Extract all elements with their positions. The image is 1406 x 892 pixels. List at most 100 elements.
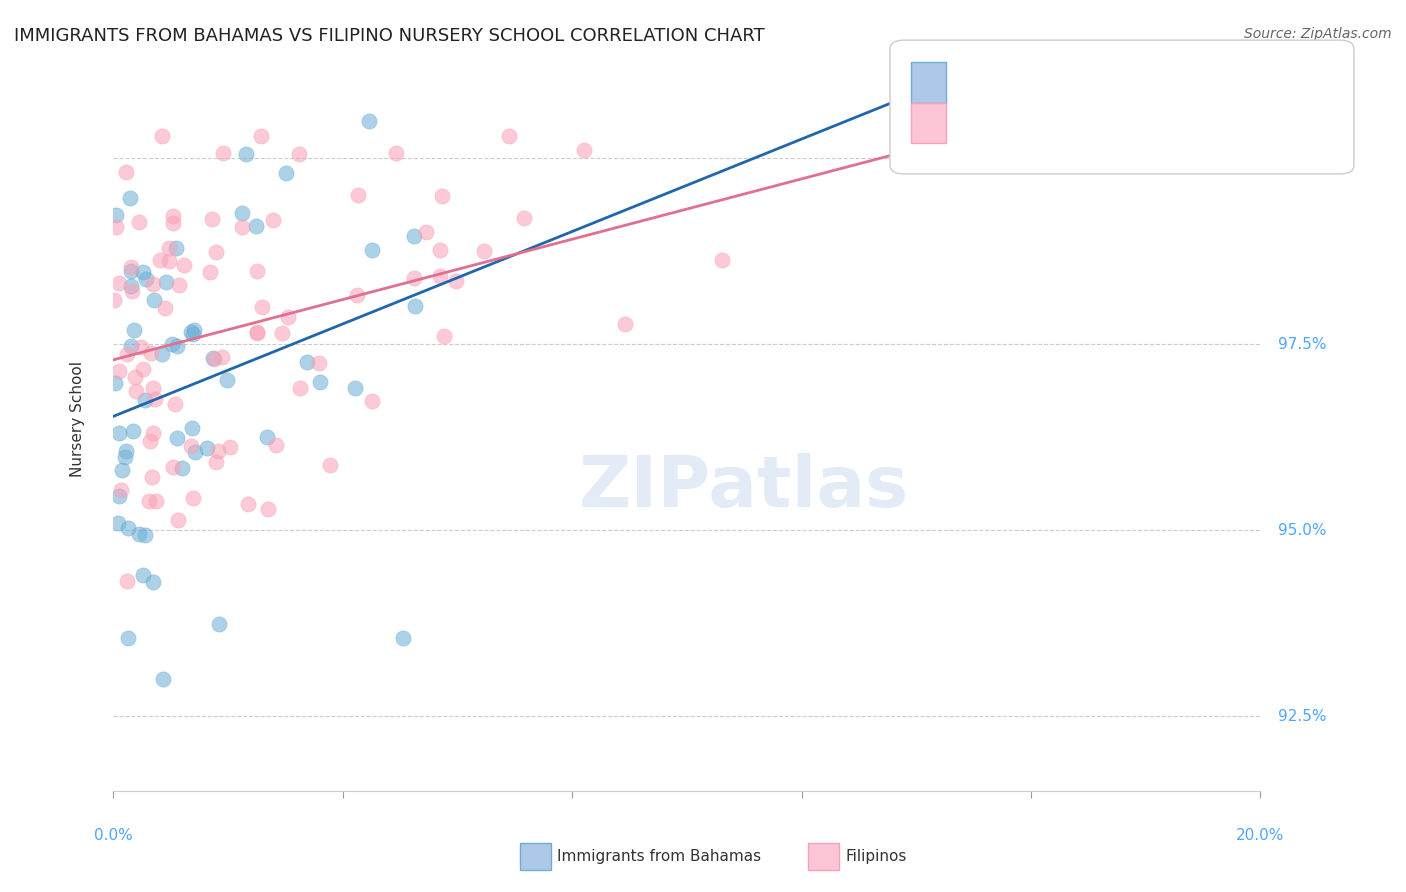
Immigrants from Bahamas [132, 265, 155, 279]
Immigrants from Bahamas [114, 450, 136, 464]
Filipinos [270, 326, 292, 340]
Immigrants from Bahamas [111, 463, 134, 477]
Filipinos [125, 384, 148, 399]
Immigrants from Bahamas [122, 323, 145, 337]
Immigrants from Bahamas [121, 424, 143, 438]
Filipinos [167, 513, 190, 527]
Filipinos [162, 209, 184, 223]
Filipinos [115, 346, 138, 360]
Filipinos [124, 369, 146, 384]
Text: ZIPatlas: ZIPatlas [579, 453, 910, 522]
Filipinos [429, 243, 451, 257]
Filipinos [149, 252, 172, 267]
Immigrants from Bahamas [201, 351, 224, 366]
Filipinos [472, 244, 495, 259]
Immigrants from Bahamas [184, 445, 207, 459]
Text: 20.0%: 20.0% [1236, 828, 1285, 843]
Filipinos [430, 189, 453, 203]
Immigrants from Bahamas [359, 113, 381, 128]
Immigrants from Bahamas [155, 275, 177, 289]
Filipinos [153, 301, 176, 315]
Filipinos [104, 219, 127, 234]
Immigrants from Bahamas [135, 272, 157, 286]
Immigrants from Bahamas [231, 206, 253, 220]
Filipinos [288, 147, 311, 161]
Filipinos [121, 285, 143, 299]
Filipinos [404, 270, 426, 285]
Filipinos [231, 219, 253, 234]
Filipinos [117, 574, 139, 589]
Filipinos [218, 440, 240, 454]
Immigrants from Bahamas [117, 631, 139, 645]
Immigrants from Bahamas [162, 337, 184, 351]
Text: 92.5%: 92.5% [1278, 709, 1326, 724]
Immigrants from Bahamas [361, 244, 384, 258]
Filipinos [165, 397, 187, 411]
Filipinos [212, 146, 235, 161]
Filipinos [246, 264, 269, 278]
Immigrants from Bahamas [118, 191, 141, 205]
Immigrants from Bahamas [276, 166, 298, 180]
Filipinos [319, 458, 342, 472]
Immigrants from Bahamas [195, 442, 218, 456]
Filipinos [429, 268, 451, 283]
Filipinos [498, 128, 520, 143]
Filipinos [262, 212, 284, 227]
Filipinos [246, 325, 269, 339]
Filipinos [290, 381, 312, 395]
Filipinos [183, 491, 205, 505]
Filipinos [108, 364, 131, 378]
Immigrants from Bahamas [170, 460, 193, 475]
Filipinos [246, 326, 269, 341]
Immigrants from Bahamas [105, 208, 128, 222]
Immigrants from Bahamas [404, 299, 426, 313]
Filipinos [385, 146, 408, 161]
Immigrants from Bahamas [104, 376, 127, 391]
Immigrants from Bahamas [235, 147, 257, 161]
Filipinos [264, 438, 287, 452]
Filipinos [249, 128, 271, 143]
Filipinos [513, 211, 536, 226]
Immigrants from Bahamas [128, 526, 150, 541]
Immigrants from Bahamas [134, 393, 156, 408]
Filipinos [139, 434, 162, 449]
Filipinos [143, 392, 166, 406]
Filipinos [211, 350, 233, 364]
Filipinos [162, 217, 184, 231]
Text: 95.0%: 95.0% [1278, 523, 1326, 538]
Filipinos [277, 310, 299, 325]
Filipinos [198, 265, 221, 279]
Immigrants from Bahamas [183, 323, 205, 337]
Filipinos [415, 225, 437, 239]
Immigrants from Bahamas [215, 373, 238, 387]
Filipinos [159, 254, 181, 268]
Filipinos [250, 300, 273, 314]
Filipinos [150, 128, 173, 143]
Filipinos [139, 346, 162, 360]
Immigrants from Bahamas [134, 528, 156, 542]
Filipinos [142, 381, 165, 395]
Immigrants from Bahamas [245, 219, 267, 234]
Text: Immigrants from Bahamas: Immigrants from Bahamas [557, 849, 761, 863]
Filipinos [205, 455, 228, 469]
Immigrants from Bahamas [256, 430, 278, 444]
Immigrants from Bahamas [107, 516, 129, 530]
Filipinos [129, 340, 152, 354]
Filipinos [934, 151, 956, 165]
Filipinos [202, 351, 225, 366]
Immigrants from Bahamas [132, 567, 155, 582]
Immigrants from Bahamas [108, 426, 131, 441]
Filipinos [110, 483, 132, 497]
Filipinos [142, 425, 165, 440]
Filipinos [346, 188, 368, 202]
Immigrants from Bahamas [142, 293, 165, 307]
Immigrants from Bahamas [166, 431, 188, 445]
Immigrants from Bahamas [181, 421, 204, 435]
Filipinos [614, 318, 637, 332]
Immigrants from Bahamas [117, 520, 139, 534]
Immigrants from Bahamas [343, 381, 366, 395]
Filipinos [201, 211, 224, 226]
Filipinos [128, 215, 150, 229]
Filipinos [207, 444, 229, 458]
Filipinos [157, 241, 180, 255]
